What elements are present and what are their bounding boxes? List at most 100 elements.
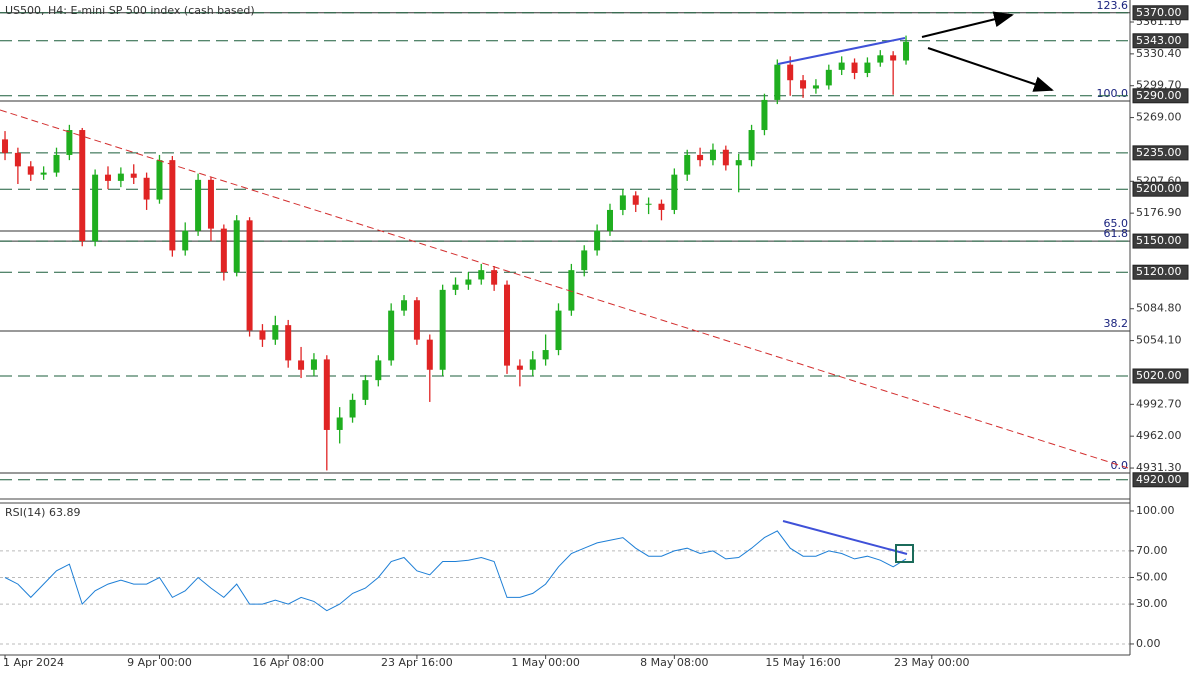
candle-body [388,310,395,361]
candle-body [529,359,536,370]
candle-body [452,284,459,290]
candle-body [619,195,626,210]
candle-body [156,160,163,200]
candle-body [606,209,613,231]
candle-body [362,380,369,400]
candle-body [671,174,678,210]
candle-body [851,62,858,73]
fib-label: 0.0 [1111,459,1129,472]
y-tick-label: 70.00 [1136,544,1168,557]
candle-body [516,365,523,370]
candle-body [14,152,21,167]
candle-body [568,270,575,311]
arrow-up [921,11,1014,38]
candle-body [413,300,420,340]
level-label: 5290.00 [1136,89,1182,102]
candle-body [709,149,716,161]
candle-body [684,154,691,175]
candle-body [298,360,305,370]
y-tick-label: 5054.10 [1136,334,1182,347]
candle-body [658,203,665,210]
candle-body [246,220,253,331]
candle-body [722,149,729,166]
price-pane: 5361.105330.405299.705269.005207.605176.… [0,0,1189,488]
level-box [1132,264,1189,280]
level-label: 5020.00 [1136,369,1182,382]
candle-body [787,64,794,81]
y-tick-label: 5084.80 [1136,302,1182,315]
candle-body [66,130,73,155]
level-label: 5370.00 [1136,6,1182,19]
candle-body [182,230,189,251]
y-tick-label: 5330.40 [1136,47,1182,60]
candle-body [27,166,34,175]
level-box [1132,145,1189,161]
candle-body [207,179,214,229]
level-label: 5200.00 [1136,182,1182,195]
candle-body [800,80,807,89]
divergence-line [777,37,906,65]
candle-body [272,325,279,340]
chart-title: US500, H4: E-mini SP 500 index (cash bas… [5,4,255,17]
candle-body [555,310,562,351]
candle-body [323,359,330,430]
level-box [1132,368,1189,384]
level-box [1132,472,1189,488]
x-tick-label: 1 May 00:00 [511,656,579,669]
candle-body [143,177,150,200]
candle-body [220,228,227,273]
arrow-down [927,47,1054,92]
candle-body [79,130,86,242]
level-box [1132,5,1189,21]
x-tick-label: 15 May 16:00 [765,656,840,669]
fib-label: 65.0 [1104,217,1129,230]
level-box [1132,33,1189,49]
candle-body [53,154,60,173]
candle-body [465,279,472,285]
y-tick-label: 4962.00 [1136,429,1182,442]
candle-body [491,270,498,285]
candle-body [169,160,176,251]
candle-body [812,85,819,89]
candle-body [426,339,433,370]
candle-body [336,417,343,430]
x-tick-label: 23 Apr 16:00 [381,656,453,669]
level-label: 4920.00 [1136,473,1182,486]
candle-body [259,330,266,340]
candle-body [825,69,832,86]
candle-body [542,350,549,360]
candle-body [877,55,884,63]
x-tick-label: 9 Apr 00:00 [127,656,192,669]
level-label: 5120.00 [1136,265,1182,278]
x-tick-label: 16 Apr 08:00 [252,656,324,669]
level-label: 5343.00 [1136,34,1182,47]
fib-label: 61.8 [1104,227,1129,240]
candle-body [903,41,910,61]
level-label: 5150.00 [1136,234,1182,247]
candle-body [504,284,511,366]
y-tick-label: 30.00 [1136,597,1168,610]
candle-body [645,203,652,205]
y-tick-label: 4992.70 [1136,397,1182,410]
y-tick-label: 5269.00 [1136,111,1182,124]
y-tick-label: 100.00 [1136,504,1175,517]
candle-body [349,399,356,418]
candle-body [774,64,781,100]
level-box [1132,181,1189,197]
rsi-title: RSI(14) 63.89 [5,506,80,519]
candle-body [285,325,292,361]
candle-body [761,99,768,131]
candle-body [130,173,137,178]
candle-body [375,360,382,381]
x-tick-label: 23 May 00:00 [894,656,969,669]
y-tick-label: 0.00 [1136,637,1161,650]
x-tick-label: 8 May 08:00 [640,656,708,669]
y-tick-label: 50.00 [1136,570,1168,583]
candle-body [401,300,408,311]
rsi-line [4,530,907,612]
fib-label: 38.2 [1104,317,1129,330]
rsi-divergence-line [782,520,908,555]
level-label: 5235.00 [1136,146,1182,159]
